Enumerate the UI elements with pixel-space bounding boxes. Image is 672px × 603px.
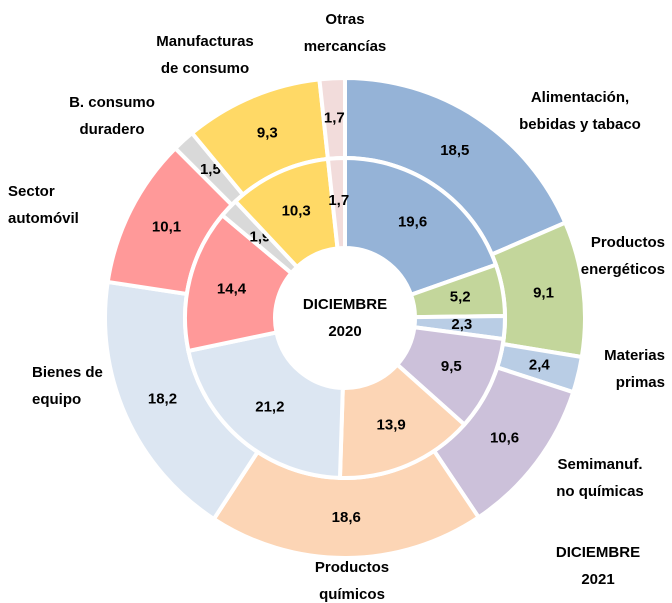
category-label: Productos <box>315 559 389 576</box>
value-label: 10,6 <box>490 430 519 447</box>
category-label: bebidas y tabaco <box>519 116 641 133</box>
series-label: DICIEMBRE <box>556 544 640 561</box>
value-label: 18,2 <box>148 391 177 408</box>
value-label: 5,2 <box>450 288 471 305</box>
category-label: Otras <box>325 11 364 28</box>
value-label: 10,3 <box>282 203 311 220</box>
category-label: mercancías <box>304 38 387 55</box>
category-label: Materias <box>604 347 665 364</box>
category-label: de consumo <box>161 60 249 77</box>
series-label: DICIEMBRE <box>303 296 387 313</box>
value-label: 2,4 <box>529 356 551 373</box>
category-label: B. consumo <box>69 94 155 111</box>
category-label: Alimentación, <box>531 89 629 106</box>
value-label: 18,5 <box>440 142 469 159</box>
value-label: 1,5 <box>200 161 221 178</box>
value-label: 1,7 <box>324 109 345 126</box>
category-label: Productos <box>591 234 665 251</box>
value-label: 9,3 <box>257 125 278 142</box>
category-label: Semimanuf. <box>557 456 642 473</box>
category-label: duradero <box>79 121 144 138</box>
value-label: 13,9 <box>377 416 406 433</box>
value-label: 19,6 <box>398 213 427 230</box>
series-label: 2021 <box>581 571 614 588</box>
value-label: 14,4 <box>217 281 247 298</box>
value-label: 18,6 <box>332 509 361 526</box>
value-label: 9,1 <box>533 285 554 302</box>
value-label: 9,5 <box>441 358 462 375</box>
category-label: Manufacturas <box>156 33 254 50</box>
center-hole <box>275 248 415 388</box>
category-label: Bienes de <box>32 364 103 381</box>
category-label: energéticos <box>581 261 665 278</box>
value-label: 21,2 <box>255 399 284 416</box>
value-label: 2,3 <box>451 316 472 333</box>
category-label: primas <box>616 374 665 391</box>
category-label: automóvil <box>8 210 79 227</box>
category-label: equipo <box>32 391 81 408</box>
category-label: químicos <box>319 586 385 603</box>
value-label: 10,1 <box>152 219 181 236</box>
category-label: Sector <box>8 183 55 200</box>
series-label: 2020 <box>328 323 361 340</box>
value-label: 1,7 <box>328 192 349 209</box>
category-label: no químicas <box>556 483 644 500</box>
